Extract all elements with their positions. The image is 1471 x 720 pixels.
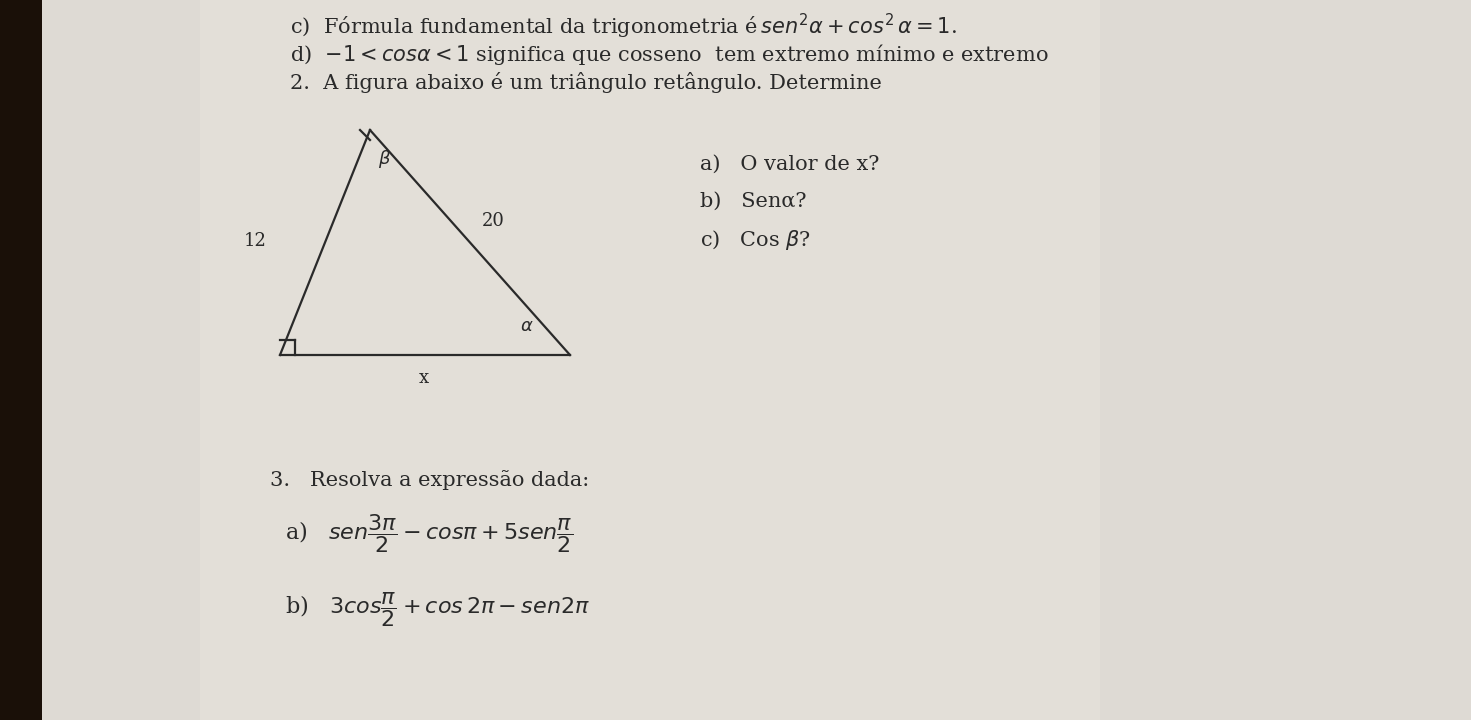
Text: 20: 20	[482, 212, 505, 230]
Text: b)   $3cos\dfrac{\pi}{2} +cos\,2\pi - sen2\pi$: b) $3cos\dfrac{\pi}{2} +cos\,2\pi - sen2…	[285, 590, 590, 629]
Text: b)   Senα?: b) Senα?	[700, 192, 806, 211]
Text: d)  $-1 < cos\alpha < 1$ significa que cosseno  tem extremo mínimo e extremo: d) $-1 < cos\alpha < 1$ significa que co…	[290, 42, 1049, 67]
Text: 2.  A figura abaixo é um triângulo retângulo. Determine: 2. A figura abaixo é um triângulo retâng…	[290, 72, 883, 93]
Text: 3.   Resolva a expressão dada:: 3. Resolva a expressão dada:	[271, 470, 590, 490]
Text: x: x	[419, 369, 430, 387]
Bar	[0, 0, 43, 720]
Text: $\alpha$: $\alpha$	[521, 317, 534, 335]
Text: c)  Fórmula fundamental da trigonometria é$\,sen^2\alpha + cos^2\,\alpha = 1$.: c) Fórmula fundamental da trigonometria …	[290, 12, 956, 41]
Text: 12: 12	[244, 233, 266, 251]
Text: $\beta$: $\beta$	[378, 148, 391, 170]
Text: c)   Cos $\beta$?: c) Cos $\beta$?	[700, 228, 811, 252]
Text: a)   $sen\dfrac{3\pi}{2} - cos\pi + 5sen\dfrac{\pi}{2}$: a) $sen\dfrac{3\pi}{2} - cos\pi + 5sen\d…	[285, 512, 574, 555]
Text: a)   O valor de x?: a) O valor de x?	[700, 155, 880, 174]
Bar	[200, 0, 1100, 720]
